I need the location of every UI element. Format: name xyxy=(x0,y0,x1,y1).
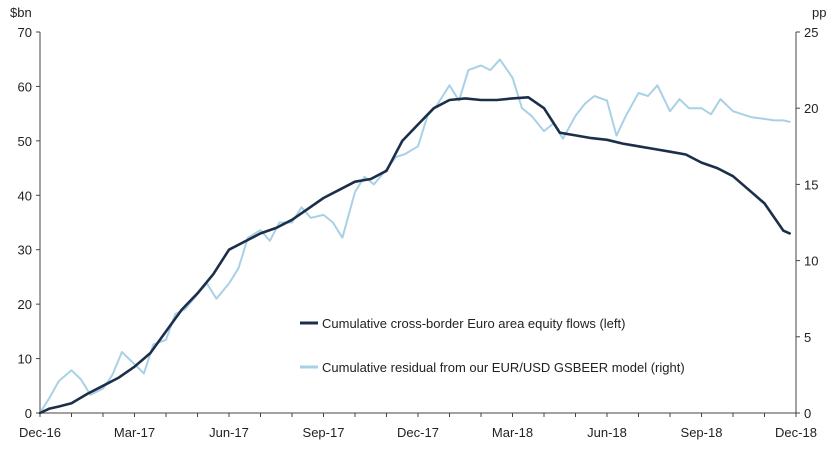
right-axis-unit: pp xyxy=(812,5,826,20)
x-tick-label: Mar-17 xyxy=(114,425,155,440)
left-tick-label: 50 xyxy=(18,134,32,149)
series-lines xyxy=(38,58,792,415)
left-tick-label: 10 xyxy=(18,352,32,367)
x-tick-label: Sep-18 xyxy=(681,425,723,440)
right-tick-label: 15 xyxy=(804,177,818,192)
left-tick-label: 40 xyxy=(18,188,32,203)
tick-labels: 0 10 20 30 40 50 60 70 0 5 10 15 20 25 Dec-16 Mar-17 Jun… xyxy=(18,25,819,440)
x-tick-label: Sep-17 xyxy=(303,425,345,440)
x-tick-label: Dec-17 xyxy=(397,425,439,440)
left-tick-label: 60 xyxy=(18,79,32,94)
right-tick-label: 0 xyxy=(804,406,811,421)
x-tick-label: Jun-17 xyxy=(209,425,249,440)
left-axis-unit: $bn xyxy=(10,5,32,20)
chart-axes xyxy=(36,31,800,417)
x-tick-label: Jun-18 xyxy=(587,425,627,440)
left-tick-label: 0 xyxy=(25,406,32,421)
left-tick-label: 30 xyxy=(18,243,32,258)
right-tick-label: 10 xyxy=(804,254,818,269)
series-line-cross-border-flows xyxy=(38,96,792,415)
x-tick-label: Dec-16 xyxy=(19,425,61,440)
right-tick-label: 20 xyxy=(804,101,818,116)
right-tick-label: 25 xyxy=(804,25,818,40)
left-tick-label: 20 xyxy=(18,297,32,312)
series-line-gsbeer-residual xyxy=(39,58,791,414)
legend-label-cross-border-flows: Cumulative cross-border Euro area equity… xyxy=(322,316,625,331)
x-tick-label: Mar-18 xyxy=(492,425,533,440)
x-tick-label: Dec-18 xyxy=(775,425,817,440)
legend-label-gsbeer-residual: Cumulative residual from our EUR/USD GSB… xyxy=(322,360,685,375)
legend: Cumulative cross-border Euro area equity… xyxy=(300,316,685,375)
left-tick-label: 70 xyxy=(18,25,32,40)
right-tick-label: 5 xyxy=(804,330,811,345)
